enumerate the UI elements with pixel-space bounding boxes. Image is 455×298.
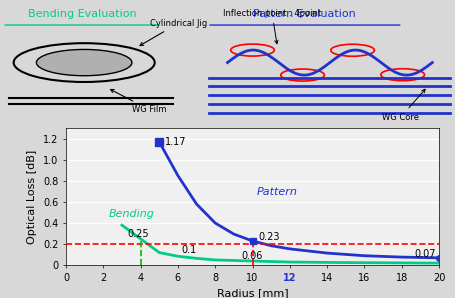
Text: Inflection point : 4point: Inflection point : 4point [223,9,321,44]
Text: Bending: Bending [109,209,155,219]
Circle shape [36,49,132,76]
Text: 0.06: 0.06 [241,251,263,261]
Text: Cylindrical Jig: Cylindrical Jig [140,18,207,46]
Text: 0.07: 0.07 [415,249,436,259]
Text: Pattern Evaluation: Pattern Evaluation [253,9,356,19]
Text: 0.23: 0.23 [258,232,280,242]
Text: WG Core: WG Core [382,89,425,122]
Text: 0.25: 0.25 [127,229,149,239]
Text: Pattern: Pattern [256,187,297,197]
Text: Bending Evaluation: Bending Evaluation [28,9,136,19]
Text: WG Film: WG Film [111,89,167,114]
Y-axis label: Optical Loss [dB]: Optical Loss [dB] [27,150,37,244]
Text: 1.17: 1.17 [165,137,187,147]
X-axis label: Radius [mm]: Radius [mm] [217,288,288,298]
Text: 0.1: 0.1 [182,246,197,255]
